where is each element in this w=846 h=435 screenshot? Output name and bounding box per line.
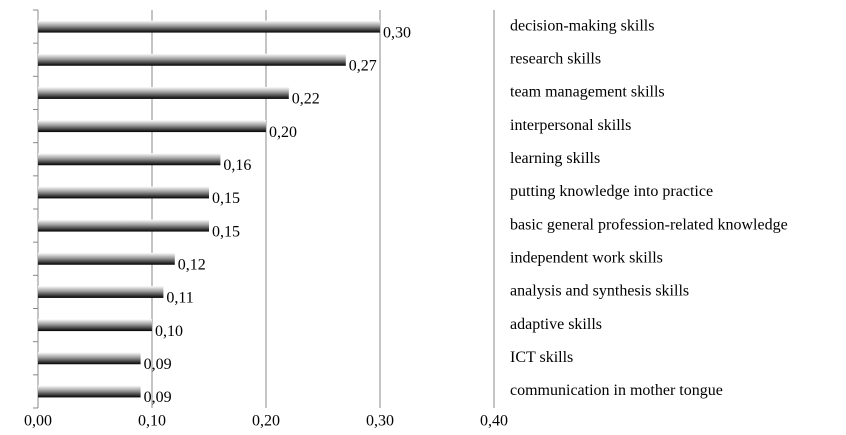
x-tick-label: 0,00 — [24, 413, 52, 430]
data-label: 0,22 — [292, 91, 320, 108]
category-label: basic general profession-related knowled… — [510, 216, 788, 233]
bar — [38, 219, 209, 232]
data-label: 0,12 — [178, 256, 206, 273]
data-label: 0,27 — [349, 57, 377, 74]
data-label: 0,15 — [212, 190, 240, 207]
bar — [38, 285, 164, 298]
x-tick-label: 0,40 — [480, 413, 508, 430]
bar — [38, 186, 209, 199]
category-label: adaptive skills — [510, 316, 602, 333]
bar — [38, 252, 175, 265]
category-label: learning skills — [510, 150, 600, 167]
category-label: independent work skills — [510, 249, 663, 266]
bar — [38, 120, 266, 133]
x-tick-label: 0,30 — [366, 413, 394, 430]
data-label: 0,20 — [269, 124, 297, 141]
category-label: decision-making skills — [510, 17, 654, 34]
category-label: team management skills — [510, 84, 665, 101]
category-label: ICT skills — [510, 349, 573, 366]
data-label: 0,16 — [223, 157, 251, 174]
bar — [38, 20, 380, 33]
category-label: analysis and synthesis skills — [510, 283, 689, 300]
bar — [38, 352, 141, 365]
x-tick-label: 0,20 — [252, 413, 280, 430]
category-label: communication in mother tongue — [510, 382, 723, 399]
category-label: interpersonal skills — [510, 117, 631, 134]
bar — [38, 153, 221, 166]
bar — [38, 319, 152, 332]
category-label: research skills — [510, 50, 601, 67]
data-label: 0,30 — [383, 24, 411, 41]
bar — [38, 86, 289, 99]
data-label: 0,09 — [144, 389, 172, 406]
data-label: 0,10 — [155, 323, 183, 340]
data-label: 0,09 — [144, 356, 172, 373]
bar — [38, 385, 141, 398]
bar — [38, 53, 346, 66]
data-label: 0,11 — [166, 290, 193, 307]
data-label: 0,15 — [212, 223, 240, 240]
x-tick-label: 0,10 — [138, 413, 166, 430]
category-label: putting knowledge into practice — [510, 183, 713, 200]
